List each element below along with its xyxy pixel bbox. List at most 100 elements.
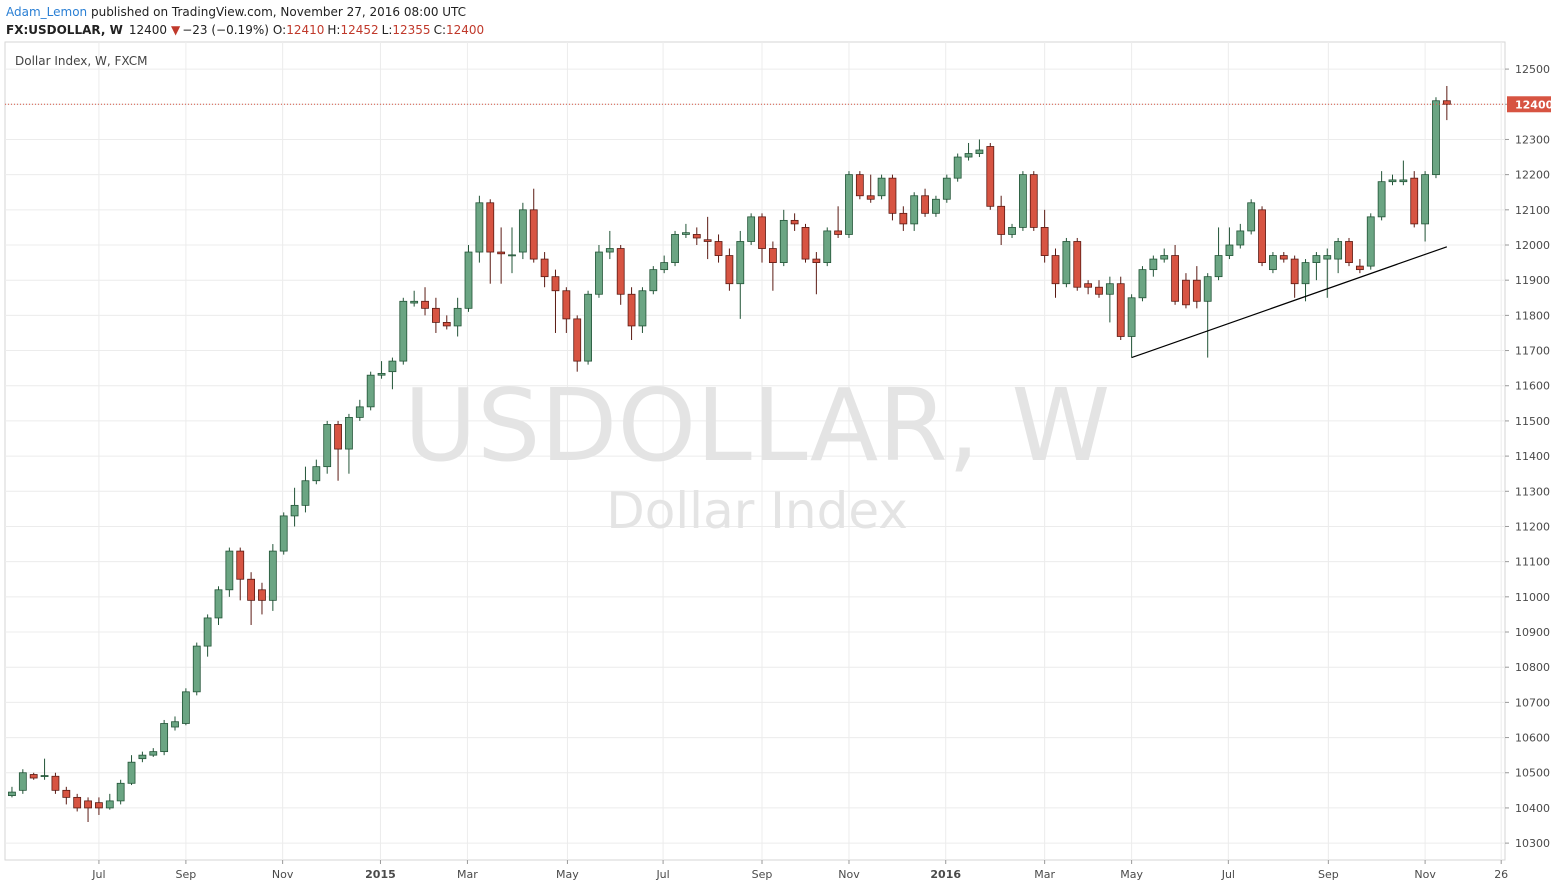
candle-body bbox=[1334, 241, 1343, 260]
x-tick-label: May bbox=[556, 868, 579, 881]
candle-body bbox=[1192, 279, 1201, 302]
candle-body bbox=[573, 318, 582, 362]
candle-body bbox=[95, 802, 103, 809]
candle-body bbox=[595, 251, 603, 295]
symbol: FX:USDOLLAR, W bbox=[6, 23, 123, 37]
candle-body bbox=[671, 234, 679, 263]
x-tick-label: Jul bbox=[91, 868, 105, 881]
candle-body bbox=[866, 195, 875, 200]
candle-body bbox=[562, 290, 571, 320]
x-tick-label: Nov bbox=[838, 868, 860, 881]
y-tick-label: 11100 bbox=[1515, 556, 1550, 569]
change: −23 (−0.19%) bbox=[182, 23, 269, 37]
y-tick-label: 10900 bbox=[1515, 626, 1550, 639]
x-tick-label: 2016 bbox=[930, 868, 961, 881]
candle-body bbox=[790, 219, 799, 225]
candle-body bbox=[268, 550, 277, 601]
candle-body bbox=[1442, 100, 1451, 105]
x-tick-label: Sep bbox=[176, 868, 197, 881]
candle-body bbox=[127, 761, 136, 784]
candle-body bbox=[529, 209, 538, 260]
candle-body bbox=[714, 241, 723, 256]
y-tick-label: 11000 bbox=[1515, 591, 1550, 604]
price: 12400 bbox=[129, 23, 167, 37]
candle-body bbox=[888, 177, 897, 214]
candle-body bbox=[18, 772, 27, 791]
candle-body bbox=[692, 234, 701, 239]
y-tick-label: 10400 bbox=[1515, 802, 1550, 815]
candle-body bbox=[1410, 177, 1419, 225]
candle-body bbox=[1040, 227, 1049, 256]
candle-body bbox=[953, 156, 962, 179]
candle-body bbox=[1399, 179, 1408, 183]
candle-body bbox=[345, 417, 353, 450]
candle-body bbox=[638, 290, 647, 327]
x-tick-label: 2015 bbox=[365, 868, 396, 881]
candle-body bbox=[812, 258, 821, 263]
candle-body bbox=[290, 504, 299, 517]
author[interactable]: Adam_Lemon bbox=[6, 5, 87, 19]
candle-body bbox=[236, 550, 245, 580]
candle-body bbox=[975, 149, 984, 154]
candle-body bbox=[801, 227, 810, 260]
y-tick-label: 10600 bbox=[1515, 732, 1550, 745]
x-tick-label: Sep bbox=[1318, 868, 1339, 881]
candle-body bbox=[1138, 269, 1147, 299]
candle-body bbox=[877, 177, 886, 197]
candle-body bbox=[1225, 244, 1234, 256]
candle-body bbox=[1084, 283, 1093, 288]
candle-body bbox=[1345, 241, 1353, 263]
candle-body bbox=[1301, 262, 1310, 285]
candle-body bbox=[1182, 279, 1190, 306]
candle-body bbox=[1279, 255, 1288, 260]
candle-body bbox=[768, 248, 777, 263]
candle-body bbox=[508, 254, 516, 257]
watermark-subtitle: Dollar Index bbox=[606, 482, 908, 540]
candle-body bbox=[149, 751, 158, 756]
x-tick-label: Jul bbox=[1221, 868, 1235, 881]
candle-body bbox=[432, 307, 440, 323]
candle-body bbox=[1116, 283, 1125, 337]
x-tick-label: Mar bbox=[1034, 868, 1055, 881]
candle-body bbox=[312, 466, 321, 482]
candle-body bbox=[247, 578, 256, 601]
last-price-badge bbox=[1507, 96, 1551, 113]
candle-body bbox=[1269, 255, 1277, 271]
candle-body bbox=[29, 774, 38, 779]
candle-body bbox=[1236, 230, 1245, 246]
y-tick-label: 11400 bbox=[1515, 450, 1550, 463]
candle-body bbox=[1355, 265, 1364, 271]
candle-body bbox=[181, 691, 190, 724]
candle-body bbox=[486, 202, 495, 253]
x-tick-label: May bbox=[1120, 868, 1143, 881]
candle-body bbox=[84, 800, 92, 809]
candle-body bbox=[464, 251, 473, 309]
publish-line: Adam_Lemon published on TradingView.com,… bbox=[6, 5, 466, 19]
y-tick-label: 11800 bbox=[1515, 309, 1550, 322]
candle-body bbox=[932, 198, 940, 214]
ohlc-key: O: bbox=[273, 23, 286, 37]
candle-body bbox=[377, 373, 386, 376]
candle-body bbox=[453, 307, 462, 327]
candle-body bbox=[1160, 255, 1169, 260]
candle-body bbox=[616, 248, 625, 295]
candle-body bbox=[921, 195, 929, 214]
candle-body bbox=[703, 239, 712, 242]
candle-body bbox=[736, 241, 745, 285]
candle-body bbox=[497, 251, 506, 255]
candle-body bbox=[1214, 255, 1223, 278]
candle-body bbox=[518, 209, 527, 253]
y-tick-label: 10500 bbox=[1515, 767, 1550, 780]
ohlc-value: 12410 bbox=[286, 23, 324, 37]
candle-body bbox=[1029, 174, 1038, 228]
candle-body bbox=[1073, 241, 1082, 288]
ohlc-value: 12452 bbox=[340, 23, 378, 37]
y-tick-label: 11200 bbox=[1515, 520, 1550, 533]
x-tick-label: Nov bbox=[272, 868, 294, 881]
candle-body bbox=[1149, 258, 1158, 271]
candle-body bbox=[40, 775, 49, 777]
candle-body bbox=[758, 216, 766, 249]
y-tick-label: 10300 bbox=[1515, 837, 1550, 850]
y-tick-label: 11300 bbox=[1515, 485, 1550, 498]
candle-body bbox=[649, 269, 658, 292]
